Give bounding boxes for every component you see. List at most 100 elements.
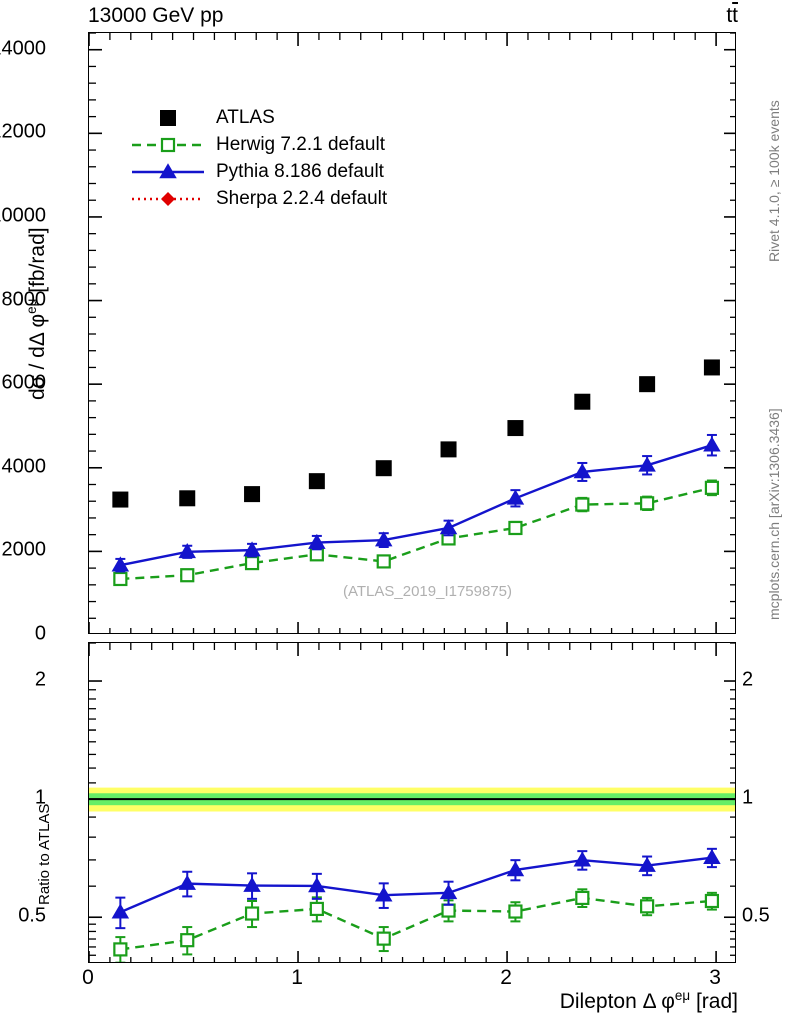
marker-diamond-filled <box>161 191 175 206</box>
marker-triangle-filled <box>439 519 458 535</box>
main-y-tick-label: 14000 <box>0 37 46 60</box>
rivet-version-note: Rivet 4.1.0, ≥ 100k events <box>766 100 782 262</box>
x-axis-label: Dilepton Δ φeμ [rad] <box>559 988 738 1014</box>
marker-square-filled <box>574 393 591 410</box>
x-tick-label: 2 <box>500 966 512 989</box>
marker-square-open <box>160 137 176 152</box>
marker-square-filled <box>507 420 524 437</box>
marker-square-filled <box>244 486 261 503</box>
marker-triangle-filled <box>243 541 261 557</box>
marker-square-filled <box>160 109 176 126</box>
ratio-plot-canvas <box>89 643 735 962</box>
marker-square-filled <box>179 490 196 507</box>
marker-triangle-filled <box>506 489 525 505</box>
marker-triangle-filled <box>374 531 393 547</box>
legend-item-label: ATLAS <box>216 106 275 128</box>
legend-marker-square-open <box>132 137 204 152</box>
marker-triangle-filled <box>703 848 721 865</box>
legend-item[interactable]: ATLAS <box>130 104 387 131</box>
main-y-tick-label: 8000 <box>1 288 47 311</box>
marker-square-open <box>113 571 128 587</box>
marker-square-filled <box>703 359 720 376</box>
marker-square-open <box>640 899 655 914</box>
legend-item-label: Sherpa 2.2.4 default <box>216 187 388 209</box>
x-axis-label-sup: eμ <box>674 988 691 1003</box>
x-tick-label: 1 <box>291 966 303 989</box>
x-axis-label-unit: [rad] <box>690 990 738 1013</box>
ratio-series-line-pythia <box>119 856 713 914</box>
x-tick-label: 0 <box>82 966 94 989</box>
marker-triangle-filled <box>638 456 656 472</box>
marker-triangle-filled <box>111 556 130 572</box>
series-line-pythia <box>120 444 713 567</box>
marker-square-filled <box>375 460 392 477</box>
marker-triangle-filled <box>159 162 177 178</box>
marker-square-open <box>376 554 391 569</box>
ratio-y-tick-label-right: 1 <box>742 786 754 809</box>
marker-triangle-filled <box>573 851 592 867</box>
beam-energy-label: 13000 GeV pp <box>88 4 223 28</box>
ratio-y-tick-label: 0.5 <box>18 904 46 927</box>
main-plot-panel <box>88 32 736 634</box>
marker-triangle-filled <box>308 533 326 549</box>
marker-square-open <box>180 568 195 583</box>
marker-square-open <box>575 497 590 512</box>
marker-square-filled <box>112 491 129 508</box>
beam-energy-text: 13000 GeV pp <box>88 4 224 27</box>
marker-square-open <box>441 903 456 918</box>
main-y-tick-label: 4000 <box>1 455 47 478</box>
marker-square-open <box>508 904 523 919</box>
marker-triangle-filled <box>178 543 196 559</box>
marker-square-filled <box>440 441 457 458</box>
marker-square-filled <box>639 376 656 393</box>
marker-square-open <box>244 555 260 571</box>
ratio-y-tick-label-right: 0.5 <box>742 904 770 927</box>
ratio-y-axis-label: Ratio to ATLAS <box>36 803 53 905</box>
process-bar-char: t <box>732 4 738 27</box>
marker-square-open <box>575 890 590 906</box>
marker-square-open <box>244 906 260 921</box>
marker-triangle-filled <box>243 876 261 892</box>
x-axis-label-text: Dilepton Δ φ <box>559 990 675 1013</box>
marker-triangle-filled <box>178 874 196 890</box>
marker-triangle-filled <box>703 436 721 452</box>
analysis-id-watermark: (ATLAS_2019_I1759875) <box>343 583 513 600</box>
marker-square-open <box>376 931 391 946</box>
marker-square-open <box>113 942 128 957</box>
ratio-series-line-herwig <box>120 896 713 951</box>
ratio-y-tick-label-right: 2 <box>742 668 754 691</box>
legend: ATLAS Herwig 7.2.1 default Pythia 8.186 de… <box>130 104 387 212</box>
main-y-tick-label: 12000 <box>0 120 46 143</box>
main-plot-canvas <box>89 33 735 633</box>
legend-item[interactable]: Pythia 8.186 default <box>130 158 387 185</box>
legend-item[interactable]: Sherpa 2.2.4 default <box>130 185 387 212</box>
marker-triangle-filled <box>573 463 592 479</box>
main-y-tick-label: 2000 <box>1 538 47 561</box>
marker-triangle-filled <box>374 886 393 902</box>
ratio-y-tick-label: 1 <box>34 786 46 809</box>
legend-marker-diamond-filled <box>132 191 204 206</box>
marker-square-filled <box>308 473 325 490</box>
legend-marker-triangle-filled <box>132 162 204 178</box>
legend-item-label: Pythia 8.186 default <box>216 160 384 182</box>
marker-square-open <box>704 480 720 495</box>
marker-triangle-filled <box>439 884 458 900</box>
marker-square-open <box>180 933 195 948</box>
marker-square-open <box>704 893 720 909</box>
main-y-tick-label: 0 <box>34 622 46 645</box>
main-y-tick-label: 10000 <box>0 204 46 227</box>
marker-triangle-filled <box>111 903 130 919</box>
legend-marker-square-filled <box>160 109 176 126</box>
marker-square-open <box>508 520 523 536</box>
legend-item[interactable]: Herwig 7.2.1 default <box>130 131 387 158</box>
mcplots-source-note: mcplots.cern.ch [arXiv:1306.3436] <box>766 408 782 620</box>
ratio-y-tick-label: 2 <box>34 668 46 691</box>
main-y-tick-label: 6000 <box>1 371 47 394</box>
process-label: tt <box>726 4 738 27</box>
marker-triangle-filled <box>638 856 656 872</box>
marker-triangle-filled <box>506 861 525 877</box>
legend-item-label: Herwig 7.2.1 default <box>216 133 385 155</box>
marker-square-open <box>640 496 655 511</box>
ratio-plot-panel <box>88 642 736 963</box>
x-tick-label: 3 <box>709 966 721 989</box>
